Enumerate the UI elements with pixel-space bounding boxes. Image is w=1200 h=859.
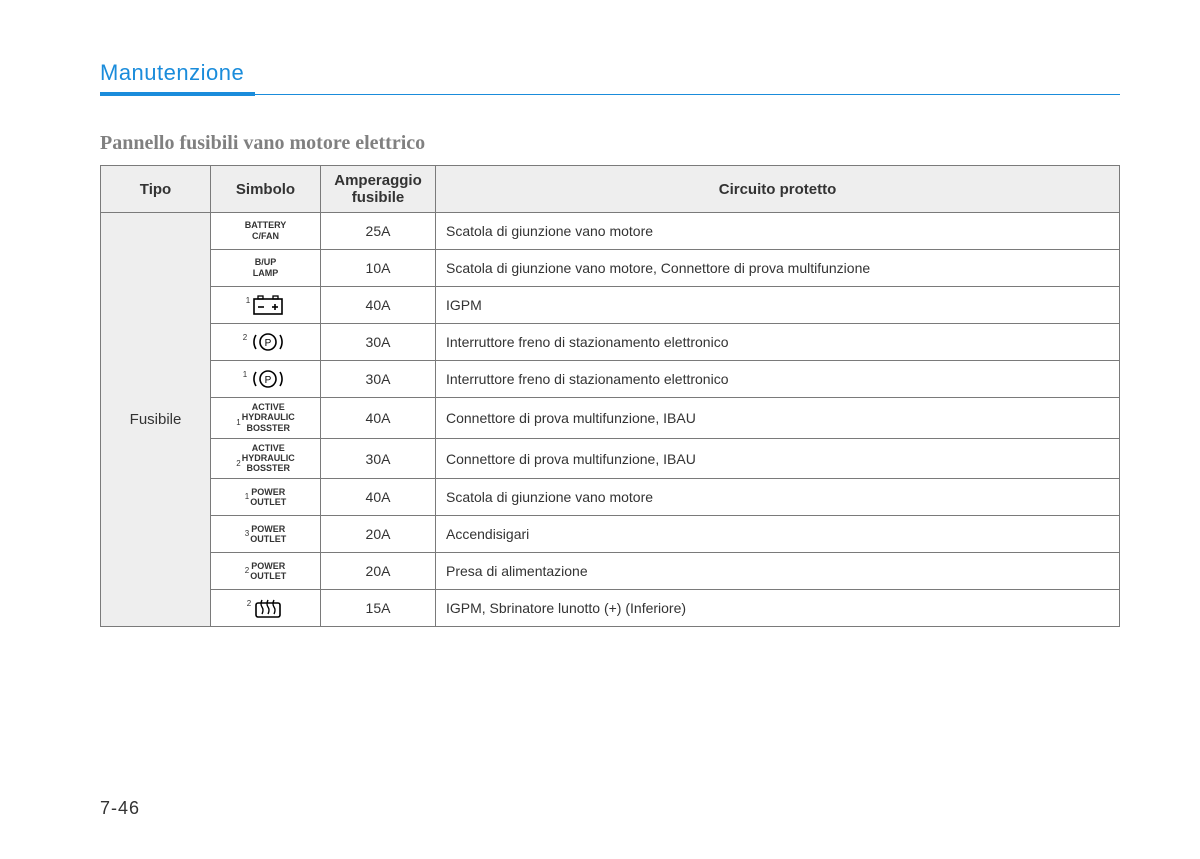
symbol-cell: 2ACTIVEHYDRAULICBOSSTER xyxy=(211,438,321,479)
circuit-cell: IGPM xyxy=(436,287,1120,324)
symbol-cell: 1ACTIVEHYDRAULICBOSSTER xyxy=(211,398,321,439)
symbol-cell: 2P xyxy=(211,324,321,361)
col-circuito: Circuito protetto xyxy=(436,166,1120,213)
symbol-label: ACTIVEHYDRAULICBOSSTER xyxy=(242,402,295,433)
symbol-wrap: 1POWEROUTLET xyxy=(245,492,286,508)
symbol-index: 2 xyxy=(243,333,247,342)
svg-text:P: P xyxy=(265,338,272,349)
symbol-cell: 2POWEROUTLET xyxy=(211,553,321,590)
circuit-cell: IGPM, Sbrinatore lunotto (+) (Inferiore) xyxy=(436,590,1120,627)
amperage-cell: 30A xyxy=(321,324,436,361)
parking-brake-icon: P xyxy=(248,333,288,349)
table-row: 1 40AIGPM xyxy=(101,287,1120,324)
symbol-label: POWEROUTLET xyxy=(250,487,286,508)
symbol-index: 1 xyxy=(243,370,247,379)
col-tipo: Tipo xyxy=(101,166,211,213)
symbol-text: B/UPLAMP xyxy=(253,263,279,279)
symbol-cell: 3POWEROUTLET xyxy=(211,516,321,553)
symbol-label: ACTIVEHYDRAULICBOSSTER xyxy=(242,443,295,474)
symbol-index: 2 xyxy=(245,566,249,575)
table-row: 1P30AInterruttore freno di stazionamento… xyxy=(101,361,1120,398)
circuit-cell: Scatola di giunzione vano motore, Connet… xyxy=(436,250,1120,287)
symbol-index: 1 xyxy=(236,418,240,427)
symbol-cell: BATTERYC/FAN xyxy=(211,213,321,250)
circuit-cell: Connettore di prova multifunzione, IBAU xyxy=(436,398,1120,439)
circuit-cell: Scatola di giunzione vano motore xyxy=(436,213,1120,250)
symbol-wrap: 1P xyxy=(243,370,288,386)
amperage-cell: 40A xyxy=(321,287,436,324)
symbol-index: 2 xyxy=(247,599,251,608)
table-row: 2P30AInterruttore freno di stazionamento… xyxy=(101,324,1120,361)
symbol-cell: 1POWEROUTLET xyxy=(211,479,321,516)
page-subtitle: Pannello fusibili vano motore elettrico xyxy=(100,132,1120,155)
symbol-index: 1 xyxy=(245,492,249,501)
table-row: B/UPLAMP 10AScatola di giunzione vano mot… xyxy=(101,250,1120,287)
circuit-cell: Accendisigari xyxy=(436,516,1120,553)
defrost-icon xyxy=(252,599,284,615)
table-row: 1POWEROUTLET 40AScatola di giunzione vano… xyxy=(101,479,1120,516)
symbol-cell: 1 xyxy=(211,287,321,324)
symbol-wrap: 2P xyxy=(243,333,288,349)
symbol-text: POWEROUTLET xyxy=(250,529,286,545)
col-amperage: Amperaggio fusibile xyxy=(321,166,436,213)
symbol-text: ACTIVEHYDRAULICBOSSTER xyxy=(242,418,295,434)
table-row: 2 15AIGPM, Sbrinatore lunotto (+) (Inferi… xyxy=(101,590,1120,627)
section-header: Manutenzione xyxy=(100,60,1120,86)
table-header-row: Tipo Simbolo Amperaggio fusibile Circuit… xyxy=(101,166,1120,213)
symbol-wrap: 3POWEROUTLET xyxy=(245,529,286,545)
circuit-cell: Connettore di prova multifunzione, IBAU xyxy=(436,438,1120,479)
symbol-wrap: 2POWEROUTLET xyxy=(245,566,286,582)
table-row: 2ACTIVEHYDRAULICBOSSTER 30AConnettore di … xyxy=(101,438,1120,479)
battery-icon xyxy=(251,296,285,312)
symbol-label: POWEROUTLET xyxy=(250,561,286,582)
symbol-text: POWEROUTLET xyxy=(250,492,286,508)
symbol-cell: B/UPLAMP xyxy=(211,250,321,287)
amperage-cell: 40A xyxy=(321,479,436,516)
symbol-label: B/UPLAMP xyxy=(253,257,279,278)
symbol-wrap: 1ACTIVEHYDRAULICBOSSTER xyxy=(236,418,294,434)
tipo-cell: Fusibile xyxy=(101,213,211,627)
table-row: 3POWEROUTLET 20AAccendisigari xyxy=(101,516,1120,553)
amperage-cell: 30A xyxy=(321,438,436,479)
symbol-text: POWEROUTLET xyxy=(250,566,286,582)
fuse-table: Tipo Simbolo Amperaggio fusibile Circuit… xyxy=(100,165,1120,627)
amperage-cell: 25A xyxy=(321,213,436,250)
circuit-cell: Scatola di giunzione vano motore xyxy=(436,479,1120,516)
header-rule xyxy=(100,92,1120,96)
symbol-label: BATTERYC/FAN xyxy=(245,220,287,241)
amperage-cell: 40A xyxy=(321,398,436,439)
table-row: FusibileBATTERYC/FAN25AScatola di giunzi… xyxy=(101,213,1120,250)
symbol-text: ACTIVEHYDRAULICBOSSTER xyxy=(242,458,295,474)
symbol-cell: 2 xyxy=(211,590,321,627)
symbol-index: 1 xyxy=(246,296,250,305)
page: Manutenzione Pannello fusibili vano moto… xyxy=(0,0,1200,859)
circuit-cell: Interruttore freno di stazionamento elet… xyxy=(436,361,1120,398)
symbol-wrap: BATTERYC/FAN xyxy=(245,226,287,242)
amperage-cell: 15A xyxy=(321,590,436,627)
svg-text:P: P xyxy=(265,375,272,386)
symbol-wrap: 2ACTIVEHYDRAULICBOSSTER xyxy=(236,458,294,474)
amperage-cell: 10A xyxy=(321,250,436,287)
circuit-cell: Interruttore freno di stazionamento elet… xyxy=(436,324,1120,361)
symbol-label: POWEROUTLET xyxy=(250,524,286,545)
amperage-cell: 20A xyxy=(321,516,436,553)
circuit-cell: Presa di alimentazione xyxy=(436,553,1120,590)
symbol-wrap: B/UPLAMP xyxy=(253,263,279,279)
amperage-cell: 30A xyxy=(321,361,436,398)
table-row: 1ACTIVEHYDRAULICBOSSTER 40AConnettore di … xyxy=(101,398,1120,439)
symbol-index: 3 xyxy=(245,529,249,538)
symbol-wrap: 1 xyxy=(246,296,285,312)
col-simbolo: Simbolo xyxy=(211,166,321,213)
symbol-wrap: 2 xyxy=(247,599,284,615)
parking-brake-icon: P xyxy=(248,370,288,386)
symbol-index: 2 xyxy=(236,459,240,468)
amperage-cell: 20A xyxy=(321,553,436,590)
table-row: 2POWEROUTLET 20APresa di alimentazione xyxy=(101,553,1120,590)
symbol-text: BATTERYC/FAN xyxy=(245,226,287,242)
page-number: 7-46 xyxy=(100,798,140,819)
symbol-cell: 1P xyxy=(211,361,321,398)
